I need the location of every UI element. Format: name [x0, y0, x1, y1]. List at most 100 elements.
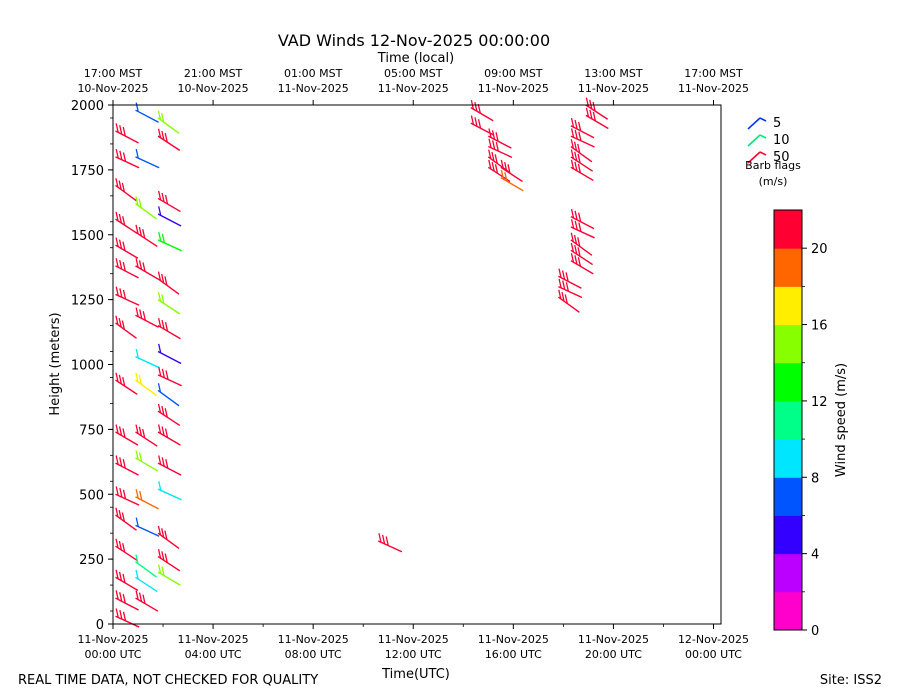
wind-barb: [115, 424, 139, 446]
wind-barb: [157, 317, 181, 340]
wind-barb: [135, 258, 159, 280]
wind-barb: [585, 107, 609, 130]
wind-barb: [115, 178, 137, 202]
chart-title: VAD Winds 12-Nov-2025 00:00:00: [278, 31, 550, 50]
wind-barb: [115, 315, 137, 339]
wind-barb: [487, 128, 512, 149]
top-tick-label-date: 10-Nov-2025: [178, 82, 249, 95]
wind-barb: [115, 455, 139, 476]
colorbar-segment: [774, 591, 802, 631]
wind-barb: [585, 97, 609, 120]
wind-barb: [488, 138, 513, 158]
colorbar-segment: [774, 553, 802, 593]
colorbar-tick-label: 16: [811, 319, 828, 334]
colorbar-segment: [774, 477, 802, 516]
wind-barb: [157, 383, 180, 407]
x-tick-label-time: 00:00 UTC: [84, 648, 141, 661]
barb-legend-label: 10: [773, 133, 790, 148]
wind-barb: [135, 149, 160, 169]
colorbar-segment: [774, 248, 802, 287]
wind-barb: [157, 232, 182, 252]
wind-barb: [135, 554, 157, 578]
y-tick-label: 1750: [71, 164, 104, 179]
wind-barb: [115, 286, 140, 306]
top-axis-label: Time (local): [377, 51, 454, 66]
wind-barb: [115, 507, 137, 531]
wind-barb: [500, 159, 523, 183]
wind-barb: [570, 118, 595, 139]
ticks-layer: 0 250 500 750 1000 1250 1500 1750 2000 11-Nov-202…: [71, 67, 749, 661]
x-tick-label-time: 12:00 UTC: [385, 648, 442, 661]
wind-barb: [157, 424, 181, 446]
colorbar-tick-label: 12: [811, 395, 828, 410]
x-tick-label-date: 12-Nov-2025: [678, 633, 749, 646]
wind-barb: [570, 159, 594, 182]
wind-barb: [135, 590, 159, 612]
barb-legend-entry: 50: [747, 150, 790, 165]
wind-barb: [500, 170, 524, 192]
x-tick-label-date: 11-Nov-2025: [578, 633, 649, 646]
wind-barb: [115, 237, 139, 259]
wind-barb: [135, 489, 159, 510]
barb-legend-label: 5: [773, 116, 781, 131]
colorbar-tick-label: 4: [811, 548, 819, 563]
wind-barb: [115, 538, 138, 561]
colorbar-tick-label: 20: [811, 242, 828, 257]
x-tick-label-time: 08:00 UTC: [285, 648, 342, 661]
site-label: Site: ISS2: [819, 673, 882, 688]
wind-barb: [558, 278, 583, 299]
barb-legend-units: (m/s): [759, 175, 788, 188]
y-tick-label: 500: [79, 488, 104, 503]
colorbar-tick-label: 8: [811, 471, 819, 486]
wind-barb: [115, 149, 140, 169]
colorbar-segment: [774, 210, 802, 249]
x-tick-label-time: 20:00 UTC: [585, 648, 642, 661]
colorbar-segment: [774, 400, 802, 440]
wind-barb: [135, 424, 158, 447]
wind-barb: [157, 525, 180, 550]
top-tick-label-date: 11-Nov-2025: [378, 82, 449, 95]
wind-barb: [157, 128, 181, 151]
top-tick-label-date: 11-Nov-2025: [678, 82, 749, 95]
wind-barb: [135, 372, 157, 396]
y-axis-label: Height (meters): [48, 312, 63, 415]
barb-legend-entry: 5: [747, 116, 781, 131]
top-tick-label-time: 01:00 MST: [284, 67, 343, 80]
wind-barb: [570, 208, 595, 230]
barb-legend-entry: 10: [747, 133, 790, 148]
y-tick-label: 1250: [71, 294, 104, 309]
colorbar: 0 4 8 12 16 20: [773, 209, 828, 639]
top-tick-label-time: 13:00 MST: [584, 67, 643, 80]
x-tick-label-date: 11-Nov-2025: [278, 633, 349, 646]
top-tick-label-date: 11-Nov-2025: [278, 82, 349, 95]
wind-barb: [558, 268, 582, 289]
wind-barb: [157, 190, 181, 213]
wind-barb: [157, 455, 182, 476]
x-tick-label-date: 11-Nov-2025: [478, 633, 549, 646]
wind-barb: [570, 253, 594, 275]
colorbar-segment: [774, 324, 802, 364]
wind-barb: [157, 271, 180, 295]
top-tick-label-date: 10-Nov-2025: [77, 82, 148, 95]
barb-legend: 5 10 50 Barb flags (m/s): [745, 116, 801, 188]
colorbar-tick-label: 0: [811, 624, 819, 639]
wind-barb: [470, 99, 494, 122]
wind-barb: [157, 343, 182, 365]
top-tick-label-date: 11-Nov-2025: [478, 82, 549, 95]
y-tick-label: 2000: [71, 99, 104, 114]
wind-barb: [135, 307, 159, 328]
y-tick-label: 250: [79, 553, 104, 568]
wind-barb: [157, 403, 181, 427]
wind-barb: [115, 123, 139, 144]
y-tick-label: 0: [96, 618, 104, 633]
wind-barb: [135, 450, 159, 472]
wind-barb: [135, 517, 160, 537]
wind-barb: [157, 110, 180, 134]
wind-barb: [570, 139, 593, 163]
wind-barb: [115, 372, 138, 395]
x-tick-label-date: 11-Nov-2025: [178, 633, 249, 646]
colorbar-label: Wind speed (m/s): [834, 363, 849, 477]
colorbar-frame: [773, 209, 803, 631]
y-tick-label: 750: [79, 423, 104, 438]
